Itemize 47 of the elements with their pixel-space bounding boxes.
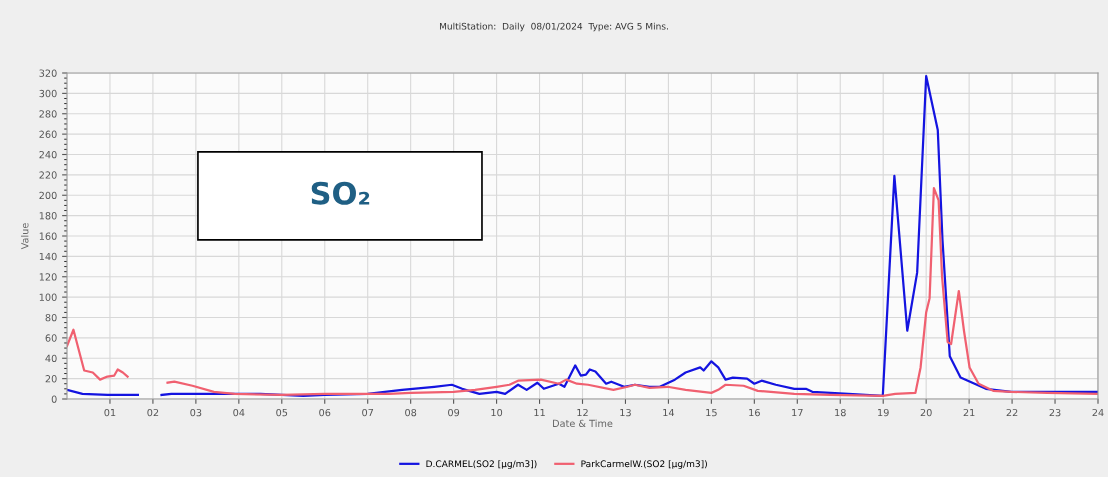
x-tick-label: 20: [920, 408, 932, 417]
y-tick-label: 140: [39, 252, 57, 261]
y-tick-label: 100: [39, 293, 57, 301]
y-tick-label: 120: [39, 273, 57, 281]
y-tick-label: 200: [39, 191, 57, 200]
x-tick-label: 18: [835, 408, 846, 417]
x-tick-label: 10: [491, 408, 503, 417]
y-tick-label: 80: [45, 313, 57, 322]
x-tick-label: 21: [963, 408, 975, 417]
x-tick-label: 01: [104, 408, 116, 417]
x-tick-label: 16: [749, 408, 760, 417]
y-tick-label: 0: [51, 395, 57, 403]
y-tick-label: 60: [45, 334, 57, 342]
x-tick-label: 07: [362, 408, 374, 417]
y-tick-label: 260: [39, 130, 57, 138]
x-tick-label: 04: [233, 408, 245, 417]
x-tick-label: 13: [620, 408, 631, 417]
x-tick-label: 19: [878, 408, 889, 417]
y-tick-label: 40: [45, 354, 57, 363]
x-tick-label: 02: [147, 408, 159, 417]
y-tick-label: 300: [39, 89, 57, 98]
annotation: SO₂: [311, 181, 370, 205]
legend-label: D.CARMEL(SO2 [µg/m3]): [426, 460, 537, 469]
y-tick-label: 160: [39, 232, 57, 240]
x-tick-label: 22: [1006, 408, 1018, 417]
x-tick-label: 05: [276, 408, 288, 417]
x-tick-label: 09: [448, 408, 460, 417]
y-tick-label: 280: [39, 110, 57, 118]
legend-label: ParkCarmelW.(SO2 [µg/m3]): [581, 460, 707, 469]
y-tick-label: 20: [45, 375, 57, 383]
x-tick-label: 03: [190, 408, 202, 417]
x-tick-label: 17: [792, 409, 803, 417]
x-tick-label: 14: [663, 409, 675, 417]
x-tick-label: 12: [577, 408, 588, 417]
x-tick-label: 15: [706, 409, 717, 417]
x-axis-title: Date & Time: [553, 419, 613, 428]
y-tick-label: 320: [39, 69, 57, 77]
x-tick-label: 08: [405, 408, 417, 417]
y-tick-label: 180: [39, 212, 57, 220]
x-tick-label: 23: [1049, 408, 1061, 417]
y-tick-label: 240: [39, 150, 57, 159]
x-tick-label: 06: [319, 408, 331, 417]
x-tick-label: 24: [1092, 408, 1104, 417]
y-tick-label: 220: [39, 171, 57, 179]
y-axis-title: Value: [20, 223, 29, 250]
x-tick-label: 11: [534, 409, 545, 417]
chart-title: MultiStation: Daily 08/01/2024 Type: AVG 5 Mins.: [440, 22, 668, 32]
